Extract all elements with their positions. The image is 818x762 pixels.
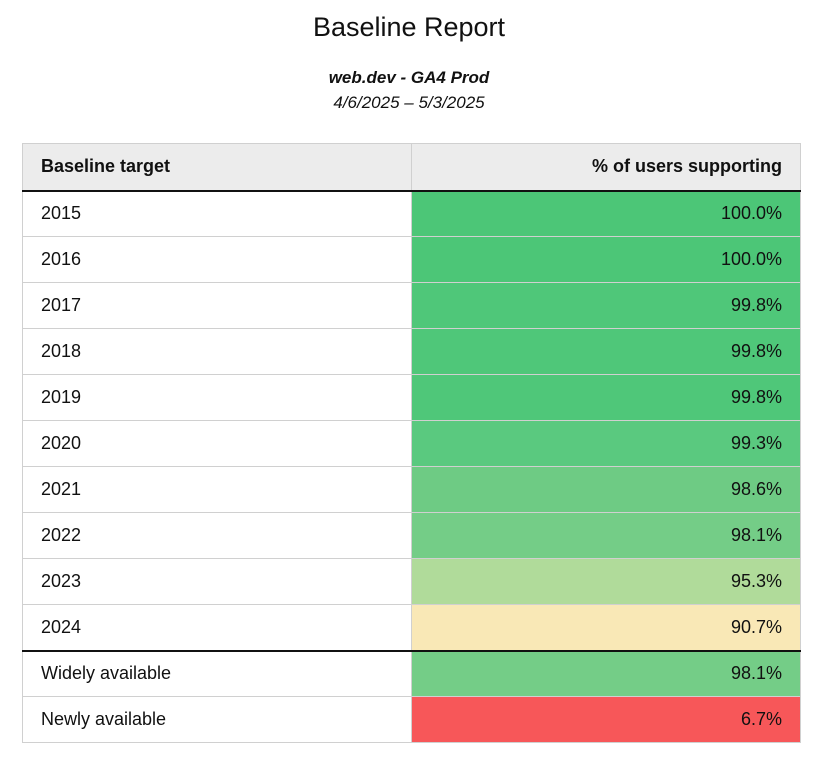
row-value: 98.6% (411, 466, 801, 513)
table-row: 2018 99.8% (22, 328, 801, 375)
row-value: 99.8% (411, 374, 801, 421)
column-header-baseline-target: Baseline target (22, 143, 412, 192)
row-value: 100.0% (411, 190, 801, 237)
row-label: 2017 (22, 282, 412, 329)
row-label: 2023 (22, 558, 412, 605)
row-value: 6.7% (411, 696, 801, 743)
date-range: 4/6/2025 – 5/3/2025 (333, 93, 485, 112)
row-value: 95.3% (411, 558, 801, 605)
baseline-table: Baseline target % of users supporting 20… (22, 143, 801, 743)
row-label: 2015 (22, 190, 412, 237)
summary-row-widely-available: Widely available 98.1% (22, 649, 801, 697)
row-value: 90.7% (411, 604, 801, 651)
row-label: 2024 (22, 604, 412, 651)
row-label: Widely available (22, 649, 412, 697)
table-row: 2019 99.8% (22, 374, 801, 421)
table-row: 2024 90.7% (22, 604, 801, 651)
table-row: 2015 100.0% (22, 190, 801, 237)
row-value: 100.0% (411, 236, 801, 283)
row-label: Newly available (22, 696, 412, 743)
row-label: 2016 (22, 236, 412, 283)
table-header-row: Baseline target % of users supporting (22, 143, 801, 192)
row-label: 2021 (22, 466, 412, 513)
table-row: 2016 100.0% (22, 236, 801, 283)
row-label: 2022 (22, 512, 412, 559)
row-value: 99.8% (411, 328, 801, 375)
property-name: web.dev - GA4 Prod (328, 68, 490, 87)
row-label: 2020 (22, 420, 412, 467)
report-title: Baseline Report (312, 12, 506, 42)
row-value: 98.1% (411, 512, 801, 559)
row-label: 2018 (22, 328, 412, 375)
row-value: 99.8% (411, 282, 801, 329)
summary-row-newly-available: Newly available 6.7% (22, 696, 801, 743)
table-row: 2021 98.6% (22, 466, 801, 513)
table-row: 2022 98.1% (22, 512, 801, 559)
table-row: 2017 99.8% (22, 282, 801, 329)
row-value: 98.1% (411, 649, 801, 697)
row-label: 2019 (22, 374, 412, 421)
table-row: 2023 95.3% (22, 558, 801, 605)
table-row: 2020 99.3% (22, 420, 801, 467)
row-value: 99.3% (411, 420, 801, 467)
column-header-users-supporting: % of users supporting (411, 143, 801, 192)
